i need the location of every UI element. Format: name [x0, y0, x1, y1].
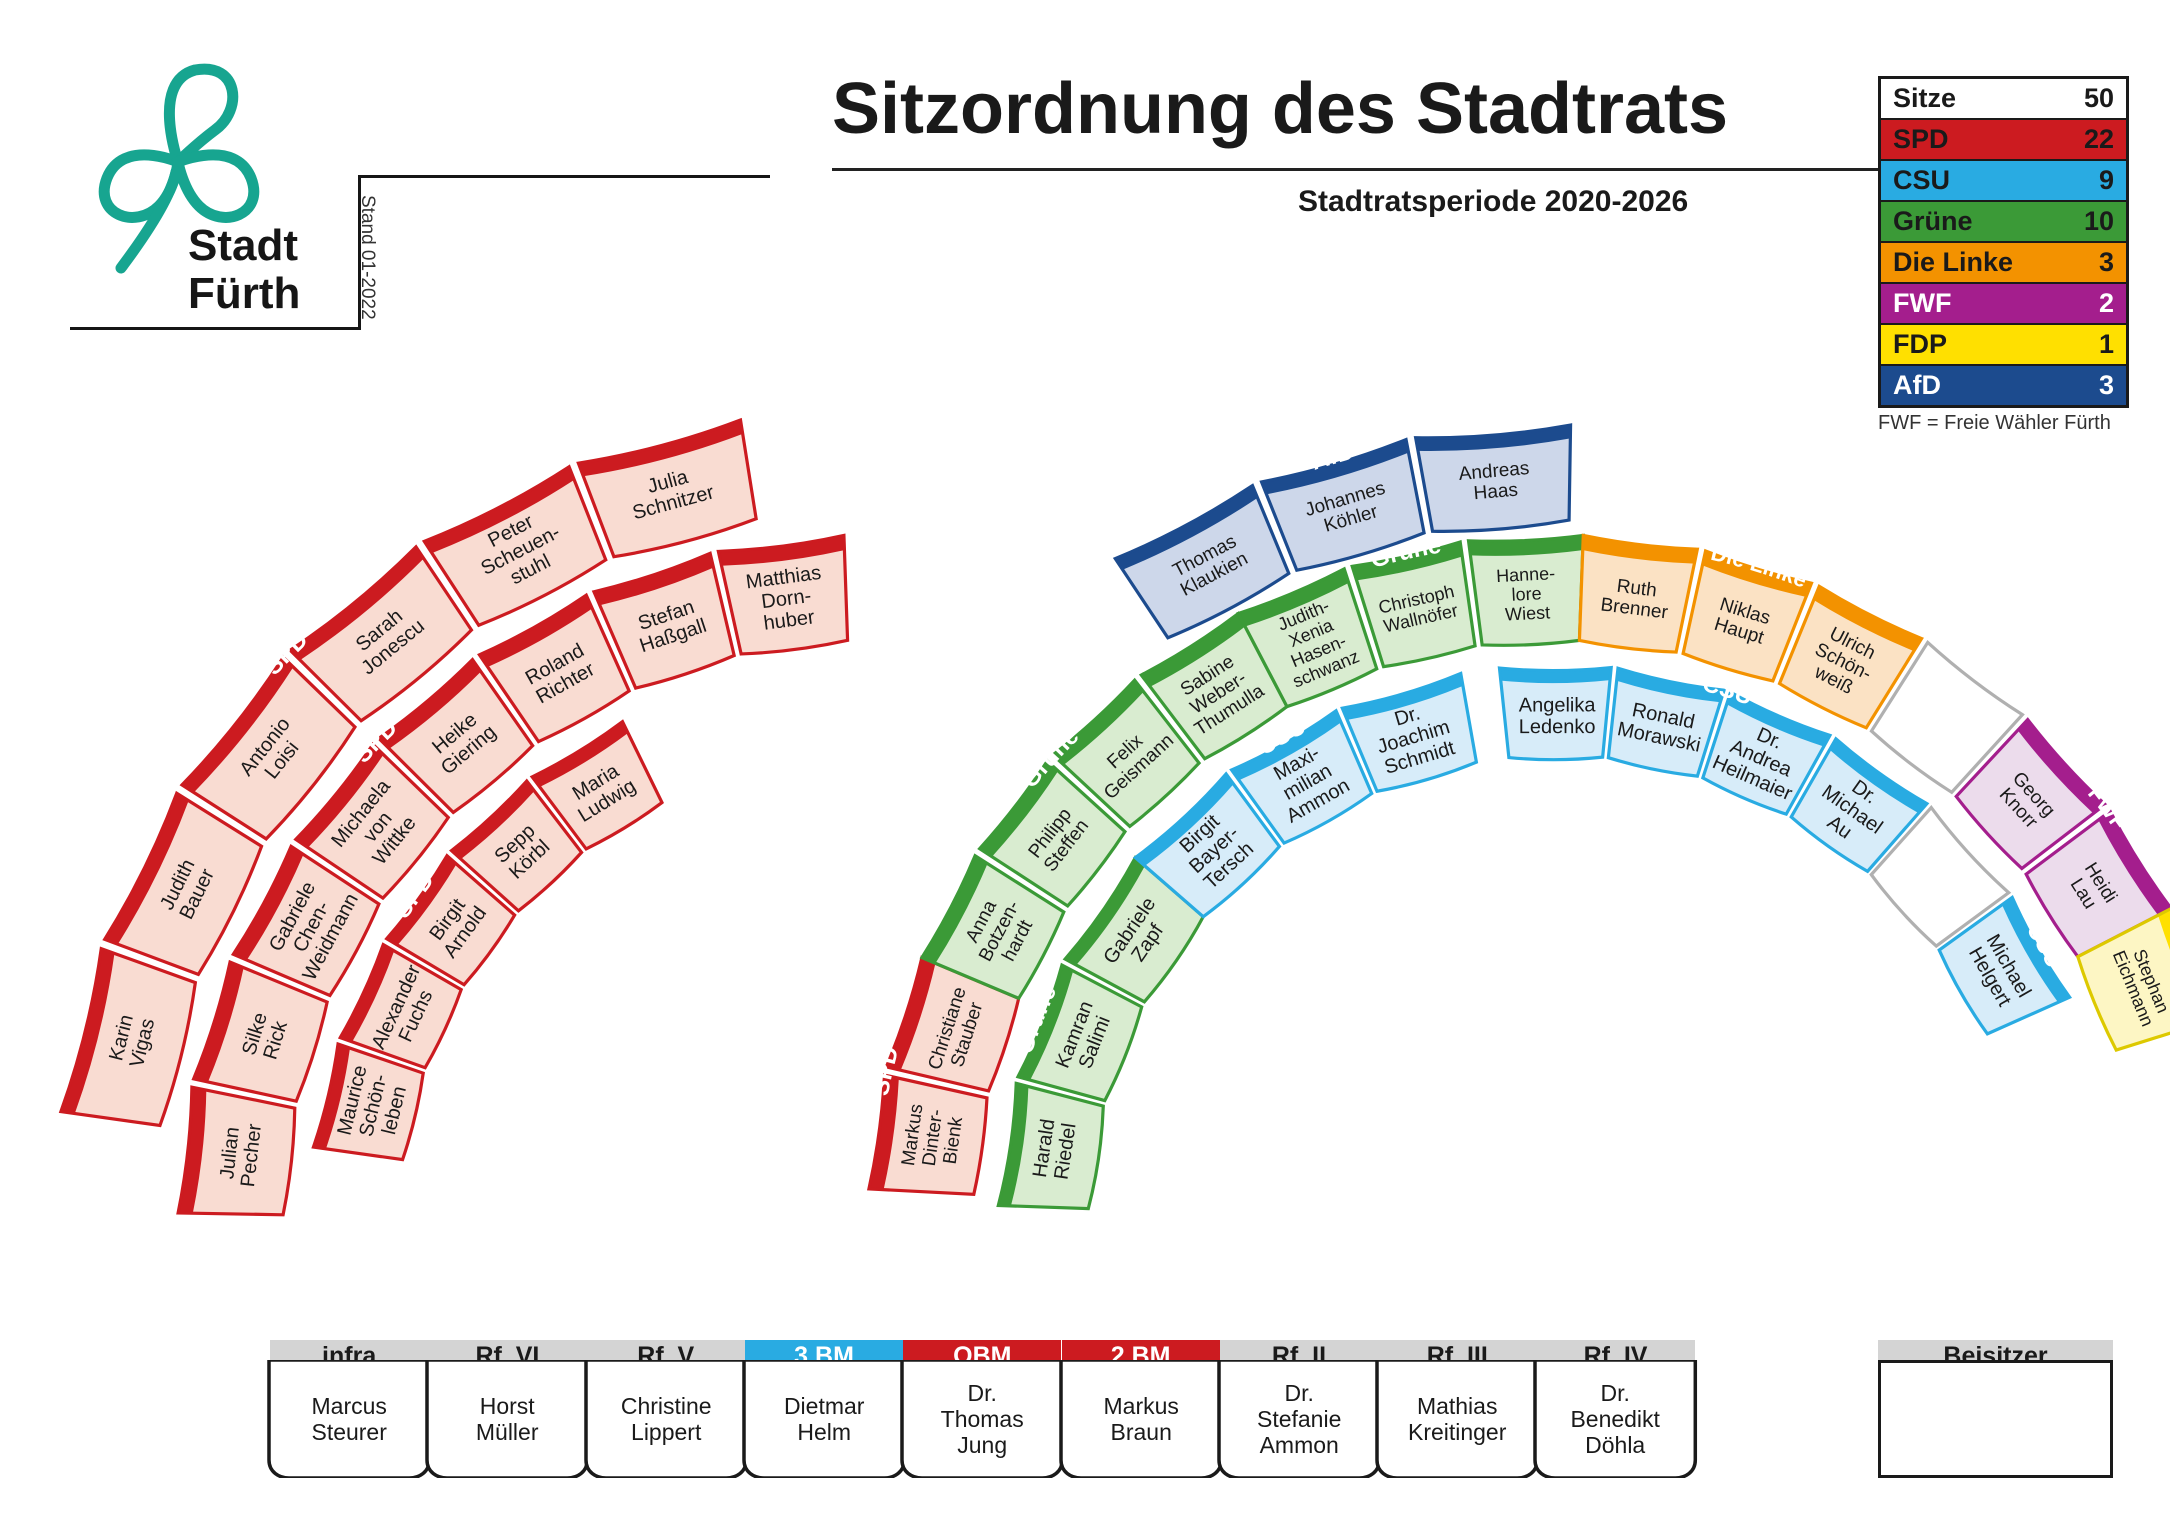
svg-text:Haas: Haas [1473, 480, 1519, 505]
svg-text:Dr.: Dr. [1284, 1380, 1313, 1406]
svg-text:Marcus: Marcus [312, 1393, 387, 1419]
svg-text:Ammon: Ammon [1259, 1432, 1338, 1458]
svg-text:Christine: Christine [620, 1393, 711, 1419]
svg-text:Müller: Müller [476, 1419, 539, 1445]
svg-text:Braun: Braun [1110, 1419, 1171, 1445]
svg-text:lore: lore [1511, 583, 1542, 604]
svg-text:Stefanie: Stefanie [1257, 1406, 1341, 1432]
svg-text:Hanne-: Hanne- [1496, 563, 1556, 586]
svg-text:Helm: Helm [797, 1419, 851, 1445]
svg-text:SPD: SPD [349, 714, 403, 768]
svg-text:Wiest: Wiest [1505, 602, 1551, 624]
svg-text:Dr.: Dr. [968, 1380, 997, 1406]
svg-text:Kreitinger: Kreitinger [1408, 1419, 1507, 1445]
svg-text:Jung: Jung [957, 1432, 1007, 1458]
svg-text:Thomas: Thomas [941, 1406, 1024, 1432]
svg-text:Döhla: Döhla [1586, 1432, 1646, 1458]
svg-text:Dietmar: Dietmar [784, 1393, 865, 1419]
svg-text:Steurer: Steurer [312, 1419, 388, 1445]
svg-text:Lippert: Lippert [631, 1419, 702, 1445]
svg-text:Ledenko: Ledenko [1519, 716, 1596, 738]
svg-text:Benedikt: Benedikt [1571, 1406, 1661, 1432]
svg-text:Angelika: Angelika [1519, 694, 1597, 716]
svg-text:Mathias: Mathias [1417, 1393, 1497, 1419]
svg-text:Markus: Markus [1103, 1393, 1178, 1419]
svg-text:Dr.: Dr. [1601, 1380, 1630, 1406]
svg-text:SPD: SPD [259, 626, 313, 680]
svg-text:Horst: Horst [480, 1393, 536, 1419]
